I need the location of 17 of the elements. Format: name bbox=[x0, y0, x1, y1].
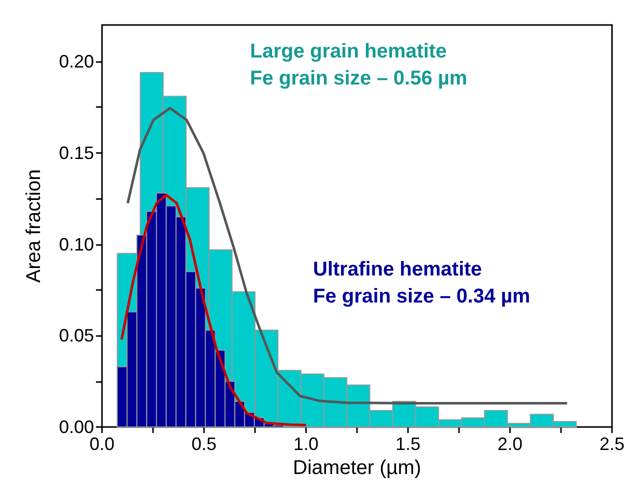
y-axis-title: Area fraction bbox=[23, 169, 45, 283]
x-axis-title: Diameter (µm) bbox=[292, 456, 422, 479]
line-series bbox=[126, 106, 568, 404]
x-tick-label: 1.0 bbox=[293, 434, 319, 454]
line-series bbox=[120, 194, 308, 426]
x-tick-label: 0.5 bbox=[191, 434, 217, 454]
y-tick-label: 0.00 bbox=[58, 417, 94, 437]
annotation: Ultrafine hematite Fe grain size – 0.34 µm bbox=[313, 258, 530, 308]
y-tick-label: 0.15 bbox=[58, 142, 94, 163]
x-tick-label: 0.0 bbox=[89, 434, 115, 454]
y-tick-label: 0.10 bbox=[58, 234, 94, 254]
x-tick-label: 2.0 bbox=[497, 434, 523, 454]
y-tick-label: 0.05 bbox=[58, 326, 94, 346]
annotation: Large grain hematite Fe grain size – 0.56 µm bbox=[250, 40, 468, 90]
y-tick-label: 0.20 bbox=[58, 52, 94, 72]
x-tick-label: 2.5 bbox=[599, 434, 625, 454]
x-tick-label: 1.5 bbox=[395, 434, 421, 454]
